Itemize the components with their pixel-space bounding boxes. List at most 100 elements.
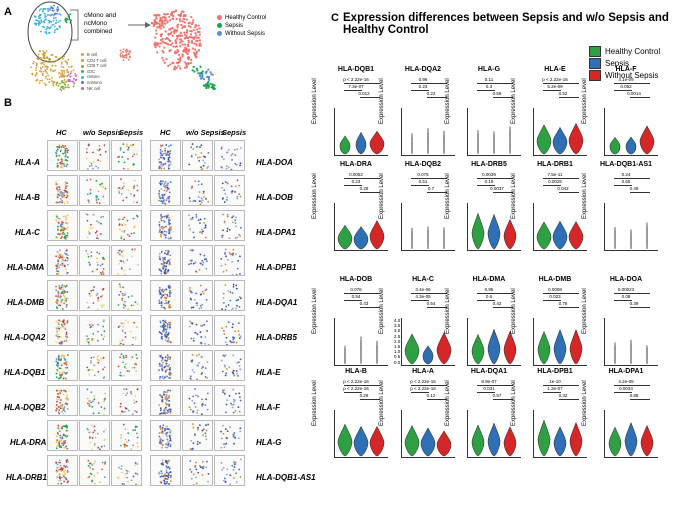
feature-point — [88, 475, 91, 478]
feature-point — [226, 196, 229, 199]
scatter-point — [164, 18, 167, 21]
feature-point — [238, 233, 240, 236]
scatter-point — [202, 84, 205, 87]
feature-point — [59, 464, 62, 467]
feature-point — [133, 366, 136, 369]
feature-point — [66, 156, 69, 159]
feature-point — [103, 398, 106, 401]
violin-axes — [401, 410, 455, 458]
feature-point — [237, 375, 239, 377]
feature-point — [166, 293, 169, 296]
feature-plot-cell — [111, 175, 142, 206]
p-value-label: 1e-10 — [549, 379, 561, 384]
scatter-point — [55, 83, 58, 86]
feature-point — [89, 227, 92, 230]
scatter-point — [44, 60, 47, 63]
feature-point — [117, 304, 120, 306]
feature-point — [207, 152, 210, 154]
feature-point — [159, 288, 161, 291]
feature-point — [200, 355, 203, 358]
feature-point — [59, 407, 62, 410]
y-axis-label: Expression Level — [445, 78, 451, 124]
feature-point — [101, 461, 104, 464]
feature-point — [119, 436, 122, 439]
feature-point — [234, 222, 237, 225]
feature-point — [57, 482, 60, 485]
feature-point — [65, 218, 67, 221]
feature-point — [158, 300, 161, 302]
feature-point — [160, 462, 163, 465]
p-value-label: 0.24 — [621, 172, 631, 177]
feature-point — [166, 189, 169, 191]
scatter-point — [65, 69, 68, 71]
feature-point — [88, 405, 91, 407]
feature-point — [161, 462, 164, 465]
feature-point — [224, 354, 227, 357]
feature-point — [168, 368, 171, 371]
feature-point — [161, 439, 164, 442]
feature-point — [63, 442, 65, 445]
feature-point — [119, 254, 121, 257]
feature-point — [136, 263, 139, 266]
feature-point — [132, 200, 135, 203]
feature-point — [167, 160, 169, 163]
feature-point — [169, 437, 172, 440]
feature-point — [101, 271, 104, 273]
scatter-point — [197, 72, 200, 75]
feature-point — [224, 374, 227, 377]
scatter-point — [57, 84, 60, 87]
feature-point — [191, 186, 194, 189]
feature-point — [123, 476, 126, 479]
feature-point — [103, 476, 106, 479]
feature-point — [239, 164, 241, 167]
feature-point — [162, 443, 164, 446]
feature-point — [239, 273, 241, 275]
feature-point — [199, 466, 202, 468]
violin-shape — [552, 126, 568, 155]
feature-point — [103, 407, 106, 410]
feature-point — [133, 185, 136, 188]
feature-point — [191, 354, 194, 356]
p-value-label: 0.95 — [484, 287, 494, 292]
feature-point — [159, 154, 162, 157]
feature-point — [190, 379, 193, 380]
scatter-point — [41, 61, 44, 64]
scatter-point — [158, 45, 161, 48]
feature-point — [161, 306, 163, 309]
violin-shape — [344, 345, 346, 365]
feature-point — [168, 258, 171, 261]
feature-point — [55, 469, 58, 472]
feature-point — [56, 335, 59, 338]
scatter-point — [40, 30, 42, 33]
scatter-point — [192, 65, 195, 69]
feature-point — [121, 330, 124, 332]
feature-point — [196, 378, 199, 380]
feature-point — [162, 197, 165, 200]
scatter-point — [188, 35, 191, 39]
feature-point — [88, 232, 91, 235]
scatter-point — [157, 13, 160, 16]
feature-point — [195, 213, 198, 216]
scatter-point — [60, 86, 63, 89]
feature-point — [120, 237, 123, 240]
feature-point — [134, 482, 137, 485]
p-value-label: 0.0008 — [548, 287, 562, 292]
scatter-point — [164, 13, 167, 16]
feature-point — [168, 435, 171, 437]
feature-point — [56, 183, 59, 186]
feature-point — [169, 476, 172, 479]
scatter-point — [119, 54, 122, 57]
violin-axes — [533, 318, 587, 366]
significance-bracket — [543, 300, 561, 301]
feature-point — [55, 186, 58, 188]
feature-point — [165, 432, 168, 435]
scatter-point — [185, 64, 188, 67]
feature-point — [95, 165, 97, 168]
feature-point — [166, 435, 168, 438]
feature-point — [167, 214, 170, 217]
scatter-point — [41, 74, 44, 77]
scatter-point — [44, 77, 47, 79]
feature-point — [160, 337, 163, 340]
feature-point — [63, 264, 66, 267]
scatter-point — [36, 78, 39, 81]
